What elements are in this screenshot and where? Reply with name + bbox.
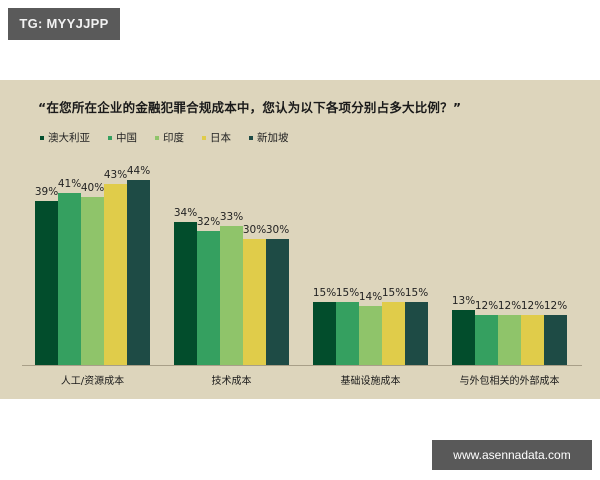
bar: [35, 201, 58, 365]
bar-value-label: 43%: [103, 169, 128, 182]
chart-legend: 澳大利亚 中国 印度 日本 新加坡: [40, 130, 307, 145]
bar-value-label: 15%: [335, 287, 360, 299]
legend-swatch-icon: [155, 135, 159, 140]
bar-value-label: 32%: [196, 215, 221, 228]
bar: [359, 306, 382, 365]
bar: [521, 314, 544, 365]
bar: [452, 310, 475, 365]
legend-item-singapore: 新加坡: [249, 130, 289, 145]
watermark-top: TG: MYYJJPP: [8, 8, 120, 40]
bar-value-label: 41%: [57, 177, 82, 190]
bar: [544, 314, 567, 365]
legend-swatch-icon: [40, 135, 44, 140]
bar-value-label: 12%: [474, 299, 499, 312]
bar: [104, 184, 127, 365]
legend-label: 日本: [210, 132, 231, 144]
bar: [127, 180, 150, 365]
bar-value-label: 12%: [543, 299, 568, 312]
legend-label: 澳大利亚: [48, 132, 90, 144]
chart-title: “在您所在企业的金融犯罪合规成本中，您认为以下各项分别占多大比例？”: [38, 100, 462, 115]
bar-value-label: 13%: [451, 295, 476, 308]
bar: [243, 239, 266, 365]
bar: [197, 230, 220, 365]
bar: [81, 197, 104, 365]
bar-value-label: 12%: [497, 299, 522, 312]
bar-value-label: 15%: [404, 287, 429, 299]
legend-label: 印度: [163, 132, 184, 144]
legend-item-india: 印度: [155, 130, 184, 145]
bar-value-label: 15%: [312, 287, 337, 299]
bar: [58, 192, 81, 365]
bar: [382, 302, 405, 365]
bar-value-label: 12%: [520, 299, 545, 312]
bar-value-label: 15%: [381, 287, 406, 299]
bar-value-label: 44%: [126, 165, 151, 178]
bar-value-label: 30%: [265, 224, 290, 236]
category-label: 与外包相关的外部成本: [459, 376, 560, 387]
category-label: 技术成本: [211, 376, 252, 387]
bar: [313, 302, 336, 365]
legend-swatch-icon: [249, 135, 253, 140]
bar-value-label: 14%: [358, 291, 383, 304]
legend-item-china: 中国: [108, 130, 137, 145]
legend-swatch-icon: [202, 135, 206, 140]
bar: [220, 226, 243, 365]
legend-label: 中国: [116, 132, 137, 144]
bar-value-label: 34%: [173, 207, 198, 220]
bar-value-label: 39%: [34, 186, 59, 199]
watermark-bottom: www.asennadata.com: [432, 440, 592, 470]
legend-label: 新加坡: [257, 132, 289, 144]
bar: [336, 302, 359, 365]
bar: [266, 239, 289, 365]
x-axis-line: [22, 365, 582, 366]
bar: [405, 302, 428, 365]
bar-value-label: 30%: [242, 224, 267, 236]
bar: [174, 222, 197, 365]
legend-swatch-icon: [108, 135, 112, 140]
category-label: 人工/资源成本: [60, 376, 125, 387]
bar: [498, 314, 521, 365]
bar-value-label: 40%: [80, 182, 105, 194]
bar-value-label: 33%: [219, 211, 244, 224]
category-label: 基础设施成本: [340, 376, 401, 387]
legend-item-australia: 澳大利亚: [40, 130, 90, 145]
bar: [475, 314, 498, 365]
legend-item-japan: 日本: [202, 130, 231, 145]
